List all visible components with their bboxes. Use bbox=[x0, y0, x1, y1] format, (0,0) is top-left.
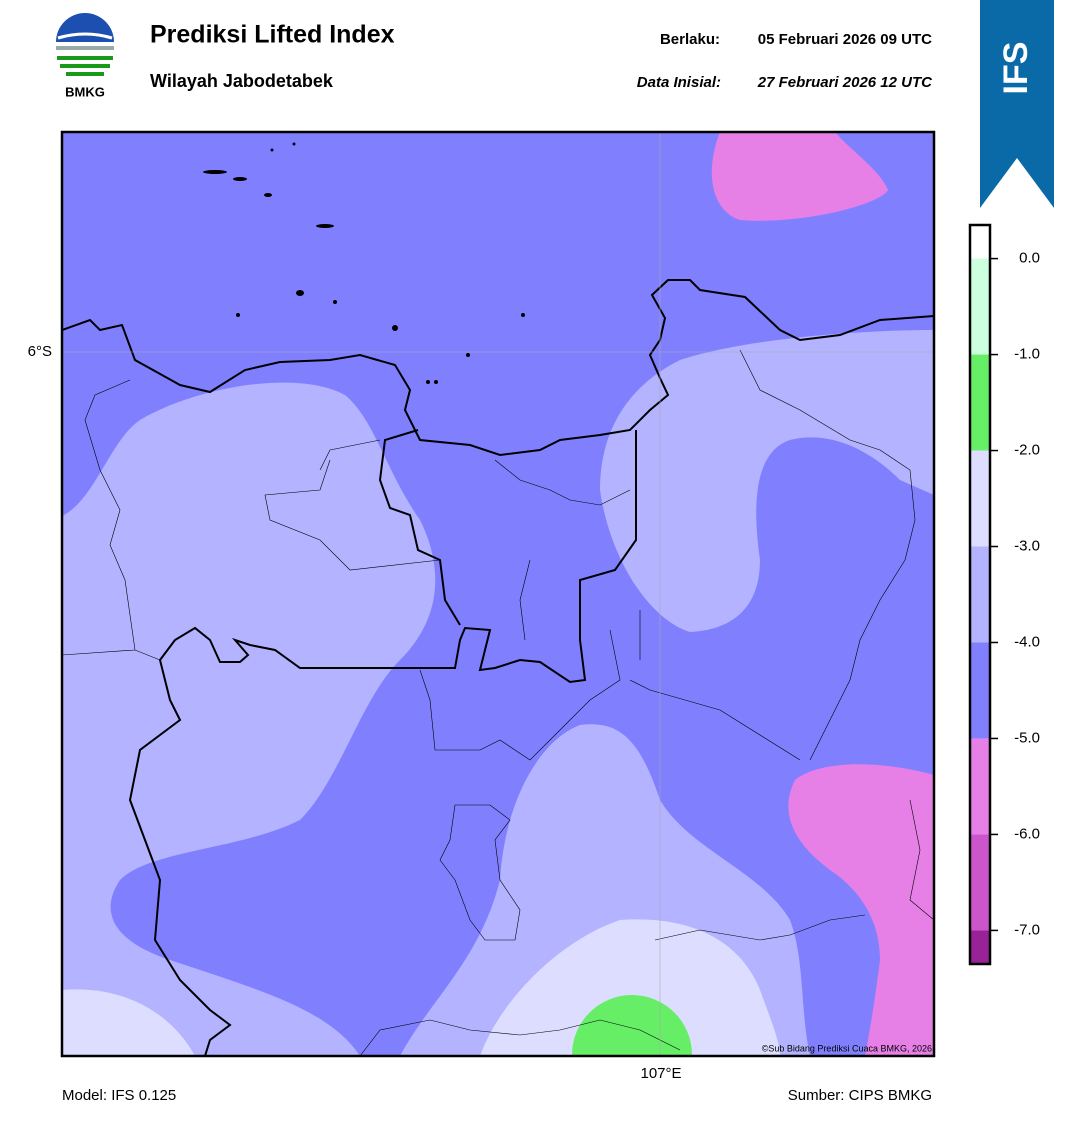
colorbar-tick-label: -3.0 bbox=[1014, 537, 1040, 554]
colorbar-segment bbox=[970, 354, 990, 451]
badge bbox=[980, 0, 1054, 208]
colorbar-tick-label: -2.0 bbox=[1014, 442, 1040, 459]
colorbar: 0.0 -1.0 -2.0 -3.0 -4.0 -5.0 -6.0 -7.0 bbox=[968, 223, 1040, 966]
logo: BMKG bbox=[56, 13, 114, 99]
colorbar-frame bbox=[968, 223, 992, 966]
model-text: Model: IFS 0.125 bbox=[62, 1087, 176, 1104]
colorbar-segment bbox=[970, 834, 990, 931]
map-frame bbox=[60, 130, 936, 1058]
colorbar-tick-label: -6.0 bbox=[1014, 825, 1040, 842]
lon-label: 107°E bbox=[640, 1065, 681, 1082]
init-value: 27 Februari 2026 12 UTC bbox=[757, 74, 933, 91]
colorbar-tick-label: -1.0 bbox=[1014, 346, 1040, 363]
colorbar-tick-label: 0.0 bbox=[1019, 250, 1040, 267]
colorbar-tick-label: -5.0 bbox=[1014, 729, 1040, 746]
title: Prediksi Lifted Index bbox=[150, 21, 395, 49]
colorbar-segment bbox=[970, 258, 990, 355]
subtitle: Wilayah Jabodetabek bbox=[150, 71, 334, 91]
copyright: ©Sub Bidang Prediksi Cuaca BMKG, 2026 bbox=[762, 1043, 932, 1053]
colorbar-segment bbox=[970, 450, 990, 547]
colorbar-segment bbox=[970, 930, 990, 964]
logo-text: BMKG bbox=[65, 84, 105, 99]
lat-label: 6°S bbox=[28, 343, 52, 360]
colorbar-tick-label: -4.0 bbox=[1014, 633, 1040, 650]
init-label: Data Inisial: bbox=[637, 74, 721, 91]
colorbar-segment bbox=[970, 546, 990, 643]
colorbar-segment bbox=[970, 225, 990, 259]
source-text: Sumber: CIPS BMKG bbox=[788, 1087, 932, 1104]
valid-label: Berlaku: bbox=[660, 31, 720, 48]
badge-text: IFS bbox=[997, 42, 1035, 95]
valid-value: 05 Februari 2026 09 UTC bbox=[758, 31, 932, 48]
colorbar-segment bbox=[970, 738, 990, 835]
colorbar-segment bbox=[970, 642, 990, 739]
map: ©Sub Bidang Prediksi Cuaca BMKG, 2026 bbox=[62, 132, 934, 1056]
colorbar-tick-label: -7.0 bbox=[1014, 921, 1040, 938]
